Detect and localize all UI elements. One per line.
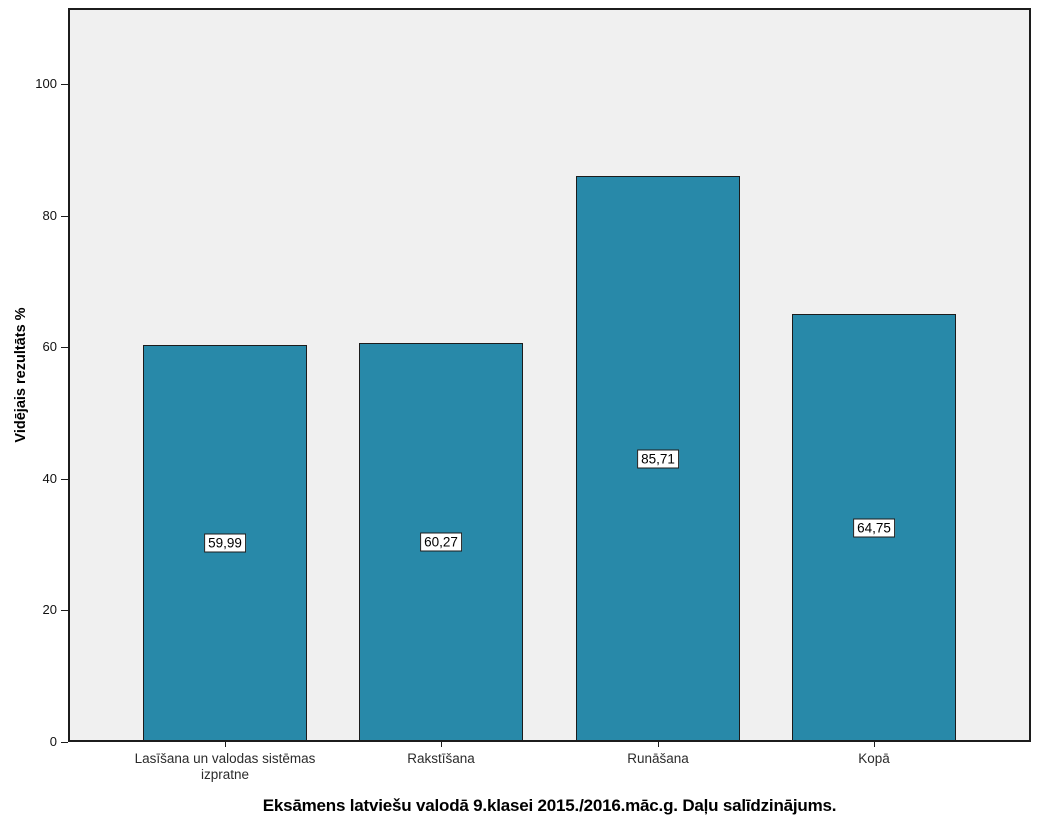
x-category-label-2: Runāšana xyxy=(627,751,689,766)
y-tick-mark-80 xyxy=(61,216,68,217)
bar-value-label: 85,71 xyxy=(637,449,679,468)
x-category-label-1: Rakstīšana xyxy=(407,751,475,766)
x-tick-mark-3 xyxy=(874,742,875,747)
x-category-label-0: Lasīšana un valodas sistēmas izpratne xyxy=(134,751,316,782)
bar-value-label: 59,99 xyxy=(204,533,246,553)
bar-2: 85,71 xyxy=(576,176,740,740)
y-tick-label-60: 60 xyxy=(42,339,57,354)
chart-title: Eksāmens latviešu valodā 9.klasei 2015./… xyxy=(262,796,837,815)
bar-value-label: 64,75 xyxy=(853,518,895,537)
x-category-label-3: Kopā xyxy=(858,751,890,766)
y-tick-mark-100 xyxy=(61,84,68,85)
y-axis-title: Vidējais rezultāts % xyxy=(13,307,29,443)
x-tick-mark-1 xyxy=(441,742,442,747)
x-tick-mark-0 xyxy=(225,742,226,747)
y-tick-mark-20 xyxy=(61,610,68,611)
bar-value-label: 60,27 xyxy=(420,532,462,552)
plot-area: 59,99 60,27 85,71 64,75 xyxy=(68,8,1031,742)
y-tick-mark-40 xyxy=(61,479,68,480)
x-tick-mark-2 xyxy=(658,742,659,747)
y-tick-label-0: 0 xyxy=(49,734,57,749)
bar-1: 60,27 xyxy=(359,343,523,740)
y-tick-label-100: 100 xyxy=(35,76,57,91)
bar-3: 64,75 xyxy=(792,314,956,740)
y-tick-label-80: 80 xyxy=(42,208,57,223)
bar-0: 59,99 xyxy=(143,345,307,740)
y-tick-label-40: 40 xyxy=(42,471,57,486)
y-tick-label-20: 20 xyxy=(42,602,57,617)
y-tick-mark-0 xyxy=(61,742,68,743)
y-tick-mark-60 xyxy=(61,347,68,348)
